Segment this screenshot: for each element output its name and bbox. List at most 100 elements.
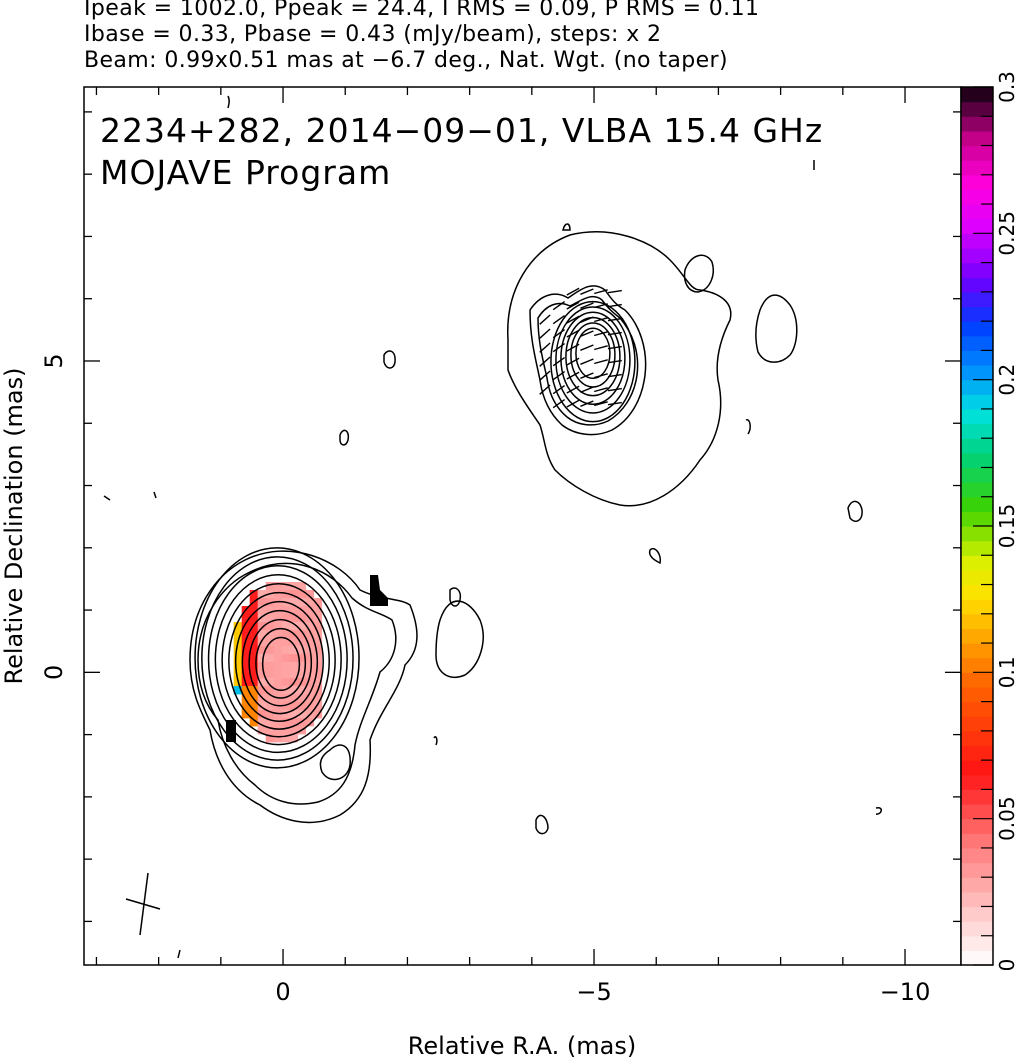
- colorbar-segment: [961, 745, 993, 761]
- polarization-pixel: [305, 718, 315, 727]
- polarization-pixel: [313, 598, 323, 607]
- polarization-pixel: [273, 726, 283, 735]
- colorbar-tick-label: 0.3: [995, 71, 1019, 103]
- polarization-vector: [580, 386, 594, 393]
- polarization-pixel: [281, 630, 291, 639]
- polarization-pixel: [297, 694, 307, 703]
- polarization-vector: [566, 343, 580, 352]
- polarization-pixel: [313, 702, 323, 711]
- colorbar-segment: [961, 628, 993, 644]
- polarization-pixel: [249, 630, 259, 639]
- polarization-pixel: [305, 694, 315, 703]
- colorbar-segment: [961, 467, 993, 483]
- colorbar-segment: [961, 101, 993, 117]
- intensity-contours: [103, 95, 882, 959]
- colorbar-segment: [961, 291, 993, 308]
- polarization-vector: [552, 343, 566, 353]
- polarization-pixel: [281, 718, 291, 727]
- polarization-vector: [594, 303, 608, 309]
- polarization-pixel: [249, 678, 259, 687]
- polarization-vector: [607, 373, 622, 378]
- polarization-high-patches: [226, 575, 388, 742]
- colorbar-segment: [961, 482, 993, 498]
- polarization-vector: [580, 344, 594, 351]
- polarization-vector: [594, 317, 608, 323]
- polarization-pixel: [289, 686, 299, 695]
- polarization-pixel: [273, 614, 283, 623]
- polarization-vector: [566, 399, 580, 408]
- polarization-pixel: [265, 622, 275, 631]
- polarization-pixel: [313, 606, 323, 615]
- polarization-pixel: [297, 622, 307, 631]
- polarization-vector: [552, 385, 566, 395]
- colorbar-segment: [961, 306, 993, 322]
- contour-ne-spot: [683, 254, 714, 293]
- polarization-pixel: [249, 654, 259, 663]
- colorbar-segment: [961, 160, 993, 176]
- colorbar-segment: [961, 804, 993, 820]
- colorbar-segment: [961, 891, 993, 908]
- polarization-pixel: [241, 654, 251, 663]
- polarization-pixel: [281, 590, 291, 599]
- polarization-vector: [607, 317, 622, 322]
- colorbar-segment: [961, 701, 993, 717]
- colorbar-segment: [961, 950, 993, 966]
- noise-island-12: [177, 949, 181, 959]
- noise-island-2: [339, 429, 350, 446]
- polarization-vector: [607, 401, 622, 406]
- polarization-vector: [607, 387, 622, 392]
- polarization-pixel: [233, 670, 243, 679]
- polarization-vector: [539, 370, 551, 381]
- polarization-pixel: [313, 670, 323, 679]
- polarization-pixel: [313, 694, 323, 703]
- polarization-pixel: [273, 654, 283, 663]
- colorbar-segment: [961, 526, 993, 542]
- polarization-pixel: [305, 654, 315, 663]
- polarization-vector: [566, 287, 580, 296]
- polarization-pixel: [305, 662, 315, 671]
- polarization-pixel: [281, 622, 291, 631]
- polarization-pixel: [257, 622, 267, 631]
- polarization-pixel: [265, 734, 275, 743]
- polarization-pixel: [281, 670, 291, 679]
- contour-core-level: [207, 565, 348, 754]
- colorbar-segment: [961, 540, 993, 556]
- colorbar-segment: [961, 189, 993, 205]
- polarization-pixel: [297, 654, 307, 663]
- polarization-pixel: [265, 614, 275, 623]
- polarization-pixel: [297, 670, 307, 679]
- polarization-pixel: [297, 638, 307, 647]
- polarization-pixel: [265, 654, 275, 663]
- colorbar-segment: [961, 365, 993, 381]
- polarization-vector: [607, 303, 622, 308]
- colorbar: [961, 87, 993, 966]
- polarization-pixel: [289, 702, 299, 711]
- polarization-pixel: [305, 590, 315, 599]
- polarization-pixel: [257, 662, 267, 671]
- polarization-pixel: [265, 718, 275, 727]
- colorbar-segment: [961, 394, 993, 410]
- polarization-pixel: [241, 662, 251, 671]
- polarization-pixel: [257, 726, 267, 735]
- noise-island-6: [745, 419, 751, 435]
- colorbar-segment: [961, 672, 993, 688]
- polarization-pixel: [289, 670, 299, 679]
- polarization-vector: [552, 329, 566, 339]
- contour-ne-level: [570, 322, 616, 388]
- polarization-pixel: [281, 662, 291, 671]
- colorbar-ticks: [973, 86, 993, 966]
- contour-core-level: [234, 600, 324, 723]
- contour-core-level: [248, 618, 313, 707]
- x-tick-label: −5: [576, 978, 611, 1006]
- polarization-vector: [552, 357, 566, 367]
- polarization-pixel: [297, 598, 307, 607]
- colorbar-tick-label: 0.1: [995, 656, 1019, 688]
- colorbar-segment: [961, 87, 993, 103]
- plot-title: 2234+282, 2014−09−01, VLBA 15.4 GHz: [100, 111, 823, 150]
- polarization-pixel: [233, 654, 243, 663]
- polarization-vector: [566, 357, 580, 366]
- polarization-pixel: [249, 606, 259, 615]
- polarization-pixel: [265, 710, 275, 719]
- polarization-pixel: [305, 678, 315, 687]
- polarization-pixel: [249, 590, 259, 599]
